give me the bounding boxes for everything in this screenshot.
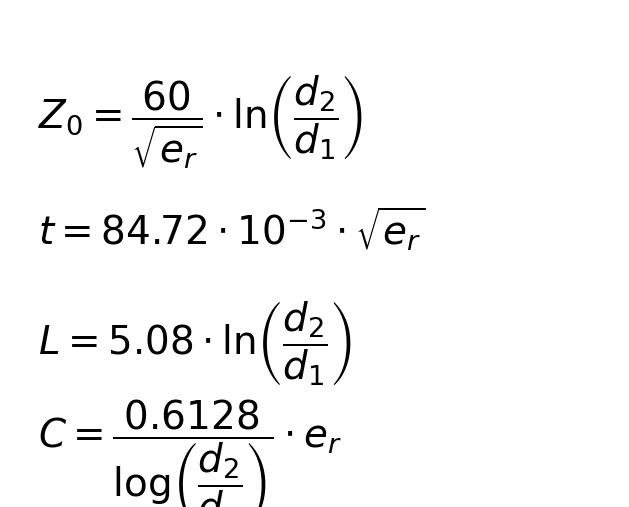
Text: $C = \dfrac{0.6128}{\log\!\left(\dfrac{d_2}{d_1}\right)} \cdot e_r$: $C = \dfrac{0.6128}{\log\!\left(\dfrac{d… <box>38 398 342 507</box>
Text: $L = 5.08 \cdot \ln\!\left(\dfrac{d_2}{d_1}\right)$: $L = 5.08 \cdot \ln\!\left(\dfrac{d_2}{d… <box>38 299 352 388</box>
Text: $Z_0 = \dfrac{60}{\sqrt{e_r}} \cdot \ln\!\left(\dfrac{d_2}{d_1}\right)$: $Z_0 = \dfrac{60}{\sqrt{e_r}} \cdot \ln\… <box>38 74 362 171</box>
Text: $t = 84.72 \cdot 10^{-3} \cdot \sqrt{e_r}$: $t = 84.72 \cdot 10^{-3} \cdot \sqrt{e_r… <box>38 205 426 255</box>
